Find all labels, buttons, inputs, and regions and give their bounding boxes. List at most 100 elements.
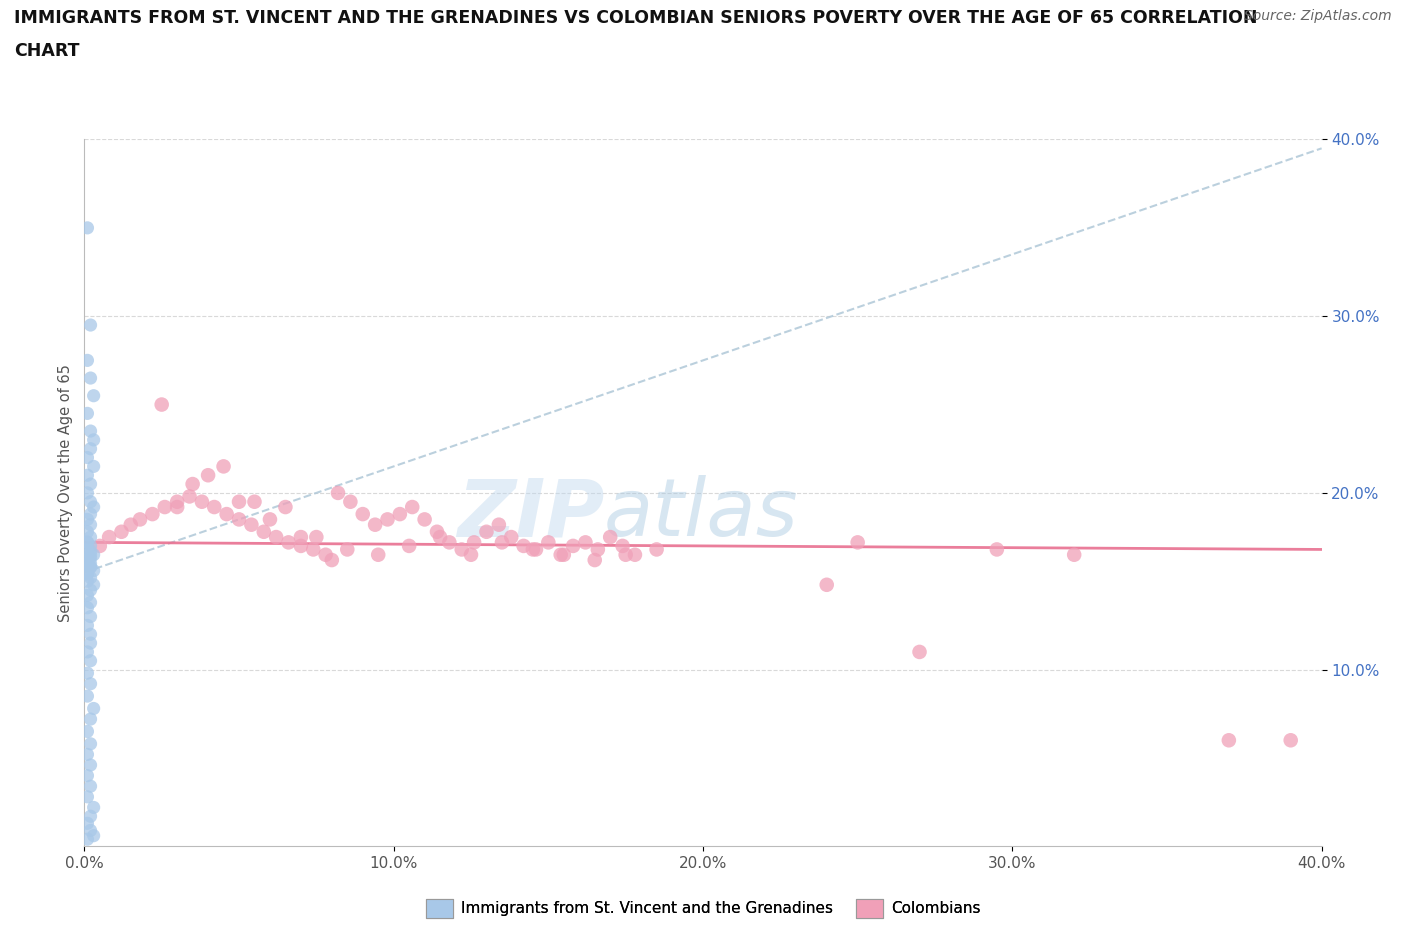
- Point: [491, 535, 513, 550]
- Text: atlas: atlas: [605, 475, 799, 553]
- Point: [79, 424, 101, 439]
- Point: [76, 552, 98, 567]
- Y-axis label: Seniors Poverty Over the Age of 65: Seniors Poverty Over the Age of 65: [58, 364, 73, 622]
- Point: [212, 459, 235, 474]
- Point: [524, 542, 547, 557]
- Point: [367, 547, 389, 562]
- Point: [264, 530, 287, 545]
- Point: [512, 538, 534, 553]
- Point: [76, 450, 98, 465]
- Point: [76, 574, 98, 589]
- Point: [76, 618, 98, 633]
- Point: [79, 560, 101, 575]
- Point: [76, 688, 98, 703]
- Point: [79, 556, 101, 571]
- Point: [599, 530, 621, 545]
- Point: [388, 507, 411, 522]
- Point: [141, 507, 163, 522]
- Point: [1279, 733, 1302, 748]
- Point: [76, 601, 98, 616]
- Point: [228, 495, 250, 510]
- Point: [76, 565, 98, 580]
- Point: [550, 547, 572, 562]
- Point: [908, 644, 931, 659]
- Point: [191, 495, 214, 510]
- Point: [259, 512, 281, 526]
- Point: [79, 570, 101, 585]
- Point: [79, 823, 101, 838]
- Point: [83, 499, 105, 514]
- Point: [79, 495, 101, 510]
- Point: [79, 582, 101, 598]
- Point: [83, 389, 105, 404]
- Point: [76, 556, 98, 571]
- Point: [488, 517, 510, 532]
- Point: [562, 538, 585, 553]
- Point: [153, 499, 176, 514]
- Point: [83, 547, 105, 562]
- Point: [76, 485, 98, 500]
- Point: [413, 512, 436, 526]
- Text: ZIP: ZIP: [457, 475, 605, 553]
- Point: [79, 442, 101, 457]
- Point: [460, 547, 482, 562]
- Point: [846, 535, 869, 550]
- Point: [215, 507, 238, 522]
- Point: [76, 831, 98, 846]
- Point: [401, 499, 423, 514]
- Point: [181, 477, 204, 492]
- Point: [79, 318, 101, 333]
- Point: [274, 499, 297, 514]
- Point: [986, 542, 1008, 557]
- Point: [1063, 547, 1085, 562]
- Point: [76, 535, 98, 550]
- Point: [321, 552, 343, 567]
- Point: [79, 809, 101, 824]
- Point: [364, 517, 387, 532]
- Point: [197, 468, 219, 483]
- Point: [586, 542, 609, 557]
- Point: [76, 588, 98, 603]
- Point: [79, 370, 101, 385]
- Point: [150, 397, 173, 412]
- Point: [243, 495, 266, 510]
- Point: [336, 542, 359, 557]
- Point: [89, 538, 111, 553]
- Point: [79, 609, 101, 624]
- Point: [83, 578, 105, 592]
- Point: [83, 459, 105, 474]
- Point: [166, 495, 188, 510]
- Point: [79, 636, 101, 651]
- Point: [76, 512, 98, 526]
- Point: [79, 477, 101, 492]
- Point: [76, 535, 98, 550]
- Point: [339, 495, 361, 510]
- Point: [253, 525, 276, 539]
- Point: [463, 535, 485, 550]
- Point: [76, 747, 98, 762]
- Point: [302, 542, 325, 557]
- Point: [79, 676, 101, 691]
- Point: [76, 406, 98, 421]
- Point: [79, 560, 101, 575]
- Point: [79, 551, 101, 565]
- Legend: Immigrants from St. Vincent and the Grenadines, Colombians: Immigrants from St. Vincent and the Gren…: [419, 893, 987, 923]
- Point: [290, 530, 312, 545]
- Point: [76, 644, 98, 659]
- Point: [79, 517, 101, 532]
- Point: [79, 711, 101, 726]
- Point: [83, 432, 105, 447]
- Point: [583, 552, 606, 567]
- Point: [326, 485, 349, 500]
- Point: [79, 507, 101, 522]
- Point: [129, 512, 152, 526]
- Point: [426, 525, 449, 539]
- Point: [98, 530, 121, 545]
- Point: [537, 535, 560, 550]
- Point: [202, 499, 225, 514]
- Point: [76, 525, 98, 539]
- Point: [76, 724, 98, 738]
- Point: [553, 547, 575, 562]
- Point: [612, 538, 634, 553]
- Point: [815, 578, 838, 592]
